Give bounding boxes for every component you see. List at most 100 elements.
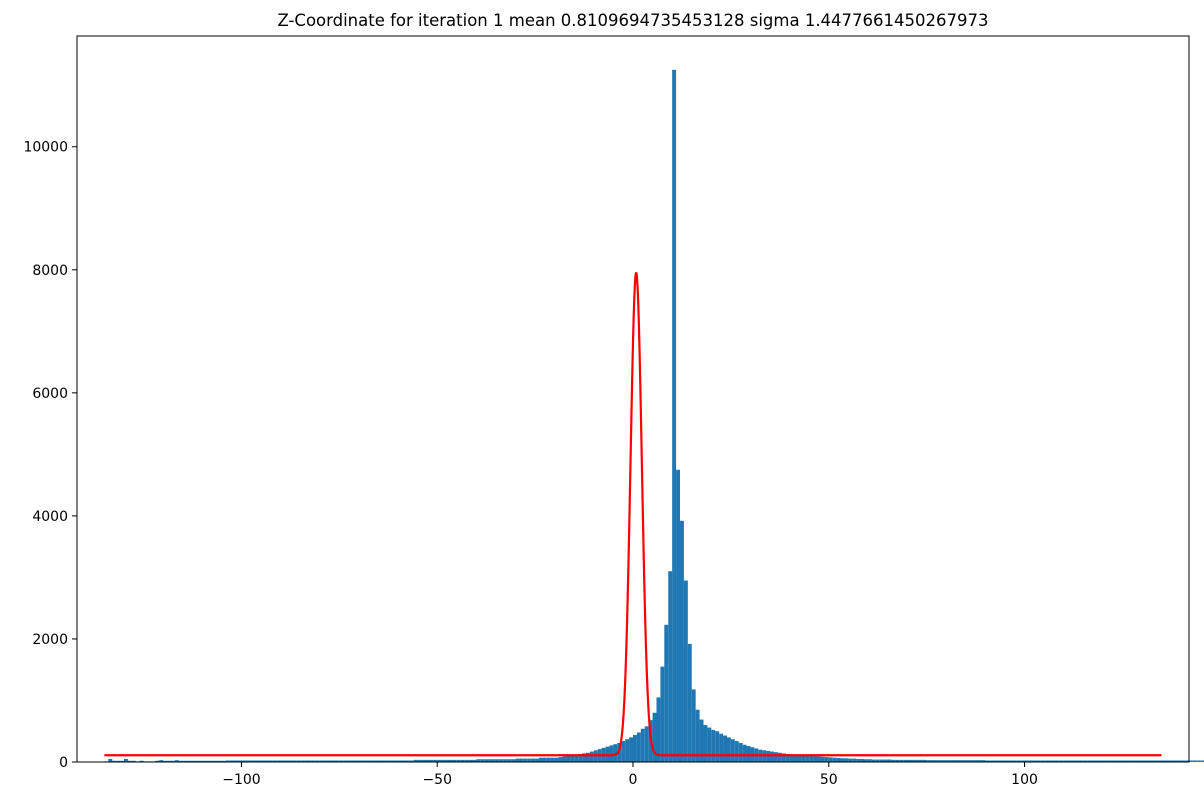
histogram-bar bbox=[922, 759, 927, 762]
histogram-bar bbox=[817, 756, 821, 762]
histogram-bar bbox=[425, 759, 430, 762]
histogram-bar bbox=[895, 759, 900, 762]
histogram-bar bbox=[468, 759, 473, 762]
histogram-bar bbox=[249, 760, 254, 762]
histogram-bar bbox=[625, 739, 630, 762]
histogram-bar bbox=[918, 759, 923, 762]
x-axis-ticks: −100 −50 0 50 100 bbox=[222, 762, 1038, 788]
histogram-bar bbox=[116, 760, 121, 762]
histogram-bar bbox=[899, 759, 904, 762]
histogram-bar bbox=[409, 760, 414, 762]
histogram-bar bbox=[781, 753, 786, 762]
histogram-bar bbox=[562, 756, 567, 762]
y-tick-label: 4000 bbox=[32, 509, 68, 525]
histogram-bar bbox=[676, 469, 680, 762]
histogram-bar bbox=[1083, 760, 1088, 762]
histogram-bar bbox=[1122, 760, 1127, 762]
histogram-bar bbox=[1110, 760, 1115, 762]
histogram-bar bbox=[1149, 760, 1154, 762]
histogram-bar bbox=[378, 760, 383, 762]
histogram-bar bbox=[1028, 760, 1033, 762]
histogram-bar bbox=[1020, 760, 1025, 762]
histogram-bar bbox=[629, 737, 633, 762]
histogram-bar bbox=[719, 733, 724, 762]
histogram-bar bbox=[687, 643, 692, 762]
histogram-bar bbox=[221, 760, 226, 762]
histogram-bar bbox=[793, 754, 798, 762]
histogram-bar bbox=[993, 760, 998, 762]
histogram-bar bbox=[1165, 760, 1170, 762]
histogram-bar bbox=[738, 742, 743, 762]
histogram-bar bbox=[1138, 760, 1143, 762]
histogram-bar bbox=[304, 760, 309, 762]
histogram-bar bbox=[472, 759, 477, 762]
histogram-bar bbox=[973, 760, 978, 762]
histogram-bar bbox=[503, 759, 508, 762]
x-tick-label: −100 bbox=[222, 772, 260, 788]
histogram-bar bbox=[836, 758, 841, 762]
histogram-bar bbox=[186, 760, 191, 762]
histogram-bar bbox=[1145, 760, 1150, 762]
histogram-bar bbox=[582, 753, 587, 762]
histogram-bar bbox=[519, 758, 524, 762]
histogram-bar bbox=[170, 760, 175, 762]
histogram-bar bbox=[198, 760, 203, 762]
histogram-bar bbox=[1106, 760, 1111, 762]
histogram-bar bbox=[1044, 760, 1049, 762]
histogram-bar bbox=[386, 760, 391, 762]
histogram-bar bbox=[609, 745, 614, 762]
histogram-bar bbox=[1012, 760, 1017, 762]
histogram-bar bbox=[507, 759, 512, 762]
y-tick-label: 10000 bbox=[23, 140, 68, 156]
histogram-bar bbox=[1087, 760, 1092, 762]
histogram-bar bbox=[448, 759, 453, 762]
histogram-bar bbox=[824, 757, 829, 762]
histogram-bar bbox=[586, 752, 590, 762]
histogram-bar bbox=[237, 760, 242, 762]
histogram-bar bbox=[120, 760, 124, 762]
histogram-bar bbox=[723, 735, 727, 762]
histogram-bar bbox=[210, 760, 215, 762]
histogram-bar bbox=[1075, 760, 1080, 762]
histogram-bar bbox=[746, 746, 751, 762]
histogram-bar bbox=[499, 759, 504, 762]
chart-title: Z-Coordinate for iteration 1 mean 0.8109… bbox=[277, 11, 988, 30]
histogram-bar bbox=[398, 760, 402, 762]
histogram-bar bbox=[1189, 760, 1193, 762]
histogram-bar bbox=[202, 760, 207, 762]
histogram-bar bbox=[946, 760, 951, 762]
histogram-bar bbox=[1067, 760, 1072, 762]
histogram-bar bbox=[1016, 760, 1021, 762]
histogram-bar bbox=[679, 520, 684, 762]
histogram-bar bbox=[546, 757, 551, 762]
histogram-bar bbox=[726, 737, 731, 762]
histogram-bar bbox=[852, 758, 857, 762]
histogram-bar bbox=[1024, 760, 1029, 762]
histogram-bar bbox=[989, 760, 994, 762]
histogram-bar bbox=[785, 754, 790, 762]
histogram-bar bbox=[809, 755, 814, 762]
histogram-bar bbox=[1051, 760, 1056, 762]
histogram-bar bbox=[777, 752, 782, 762]
histogram-bar bbox=[558, 757, 563, 762]
histogram-bar bbox=[703, 725, 708, 762]
histogram-bar bbox=[566, 755, 571, 762]
histogram-bar bbox=[730, 739, 735, 762]
histogram-bar bbox=[261, 760, 265, 762]
histogram-bar bbox=[1040, 760, 1045, 762]
histogram-bar bbox=[867, 759, 872, 762]
histogram-bar bbox=[1114, 760, 1119, 762]
histogram-bar bbox=[570, 755, 575, 762]
histogram-bar bbox=[276, 760, 281, 762]
histogram-bar bbox=[832, 757, 837, 762]
histogram-bar bbox=[217, 760, 222, 762]
histogram-bar bbox=[914, 759, 919, 762]
histogram-bar bbox=[1063, 760, 1068, 762]
histogram-bar bbox=[123, 758, 128, 762]
histogram-bar bbox=[511, 759, 516, 762]
histogram-bar bbox=[801, 755, 806, 762]
histogram-bar bbox=[429, 759, 434, 762]
y-tick-label: 0 bbox=[59, 755, 68, 771]
histogram-bar bbox=[452, 759, 457, 762]
histogram-bar bbox=[182, 760, 187, 762]
